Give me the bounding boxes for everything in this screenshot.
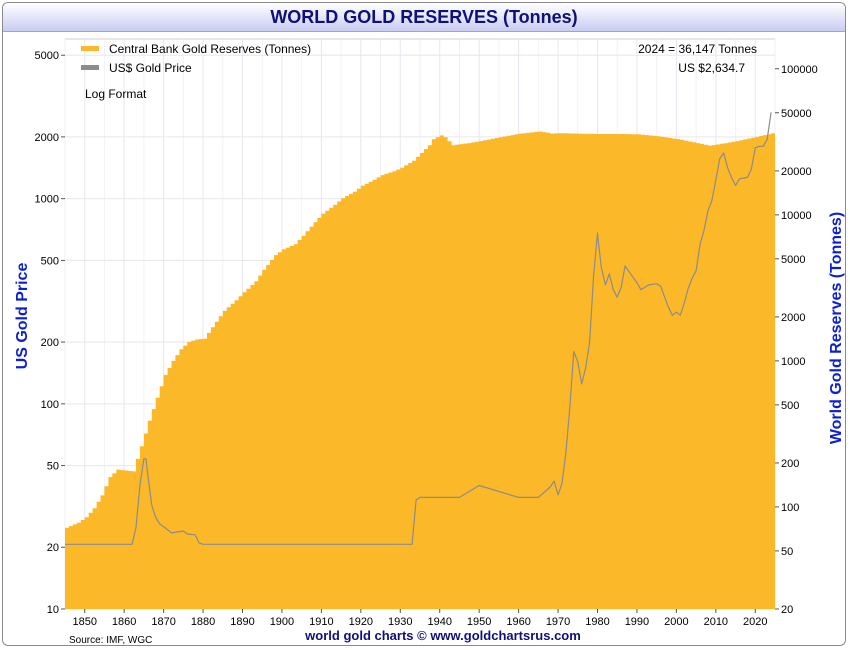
x-tick-label: 1860 [112,616,136,628]
x-tick-label: 1960 [506,616,530,628]
right-tick-label: 50 [781,546,793,558]
reserves-annotation: 2024 = 36,147 Tonnes [638,42,757,56]
right-tick-label: 100 [781,502,799,514]
x-tick-label: 1850 [72,616,96,628]
reserves-area-path [65,131,775,609]
x-tick-label: 1930 [388,616,412,628]
x-tick-label: 2000 [664,616,688,628]
right-tick-label: 1000 [781,356,805,368]
right-tick-label: 100000 [781,64,818,76]
title-bar: WORLD GOLD RESERVES (Tonnes) [3,3,845,32]
x-tick-label: 1890 [230,616,254,628]
right-axis-ticks: 20 50 100 200 500 1000 2000 5000 10000 20000 50000… [775,64,818,616]
legend: Central Bank Gold Reserves (Tonnes) US$ … [81,42,311,75]
right-tick-label: 2000 [781,312,805,324]
x-tick-label: 1970 [546,616,570,628]
right-tick-label: 20000 [781,166,812,178]
left-axis-title: US Gold Price [14,263,31,370]
legend-reserves-label: Central Bank Gold Reserves (Tonnes) [109,42,311,56]
gold-reserves-chart: 10 20 50 100 200 500 1000 2000 5000 20 50 100 200 50… [14,38,845,646]
x-tick-label: 2020 [743,616,767,628]
source-note: Source: IMF, WGC [69,635,152,646]
left-tick-label: 50 [47,461,59,473]
x-tick-label: 1910 [309,616,333,628]
legend-price-swatch [81,65,99,70]
x-tick-label: 1950 [467,616,491,628]
left-tick-label: 200 [41,337,59,349]
left-tick-label: 5000 [35,50,59,62]
log-format-note: Log Format [85,87,147,101]
right-tick-label: 10000 [781,210,812,222]
left-tick-label: 500 [41,255,59,267]
price-line [65,112,772,545]
right-tick-label: 5000 [781,254,805,266]
x-tick-label: 1990 [625,616,649,628]
x-axis-ticks: 1850 1860 1870 1880 1890 1900 1910 1920 1930 1940… [72,609,768,628]
x-tick-label: 1920 [349,616,373,628]
x-tick-label: 1880 [191,616,215,628]
left-tick-label: 2000 [35,132,59,144]
x-tick-label: 1870 [151,616,175,628]
right-tick-label: 50000 [781,108,812,120]
left-tick-label: 10 [47,604,59,616]
price-line-path [65,112,772,545]
legend-reserves-swatch [81,46,99,51]
left-tick-label: 20 [47,542,59,554]
x-tick-label: 1940 [427,616,451,628]
left-tick-label: 1000 [35,194,59,206]
footer-credit: world gold charts © www.goldchartsrus.co… [304,628,581,643]
right-tick-label: 20 [781,604,793,616]
x-tick-label: 2010 [704,616,728,628]
right-axis-title: World Gold Reserves (Tonnes) [828,212,845,444]
price-annotation: US $2,634.7 [678,61,745,75]
legend-price-label: US$ Gold Price [109,61,192,75]
chart-title: WORLD GOLD RESERVES (Tonnes) [270,7,578,27]
right-tick-label: 500 [781,400,799,412]
x-tick-label: 1980 [585,616,609,628]
right-tick-label: 200 [781,458,799,470]
x-tick-label: 1900 [270,616,294,628]
left-tick-label: 100 [41,399,59,411]
left-axis-ticks: 10 20 50 100 200 500 1000 2000 5000 [35,50,65,616]
reserves-area [65,131,775,609]
